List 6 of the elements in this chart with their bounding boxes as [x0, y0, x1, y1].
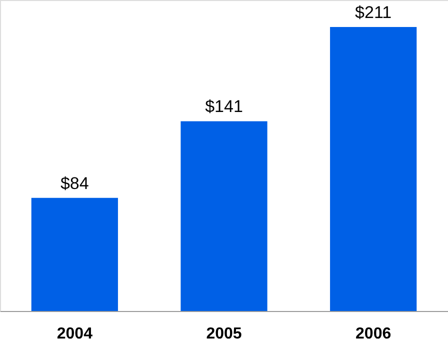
data-label: $84	[60, 174, 89, 193]
x-tick-label: 2005	[206, 326, 242, 342]
data-label: $141	[205, 97, 243, 116]
x-tick-label: 2004	[56, 326, 93, 342]
x-tick-label: 2006	[356, 326, 392, 342]
data-label: $211	[355, 2, 392, 22]
